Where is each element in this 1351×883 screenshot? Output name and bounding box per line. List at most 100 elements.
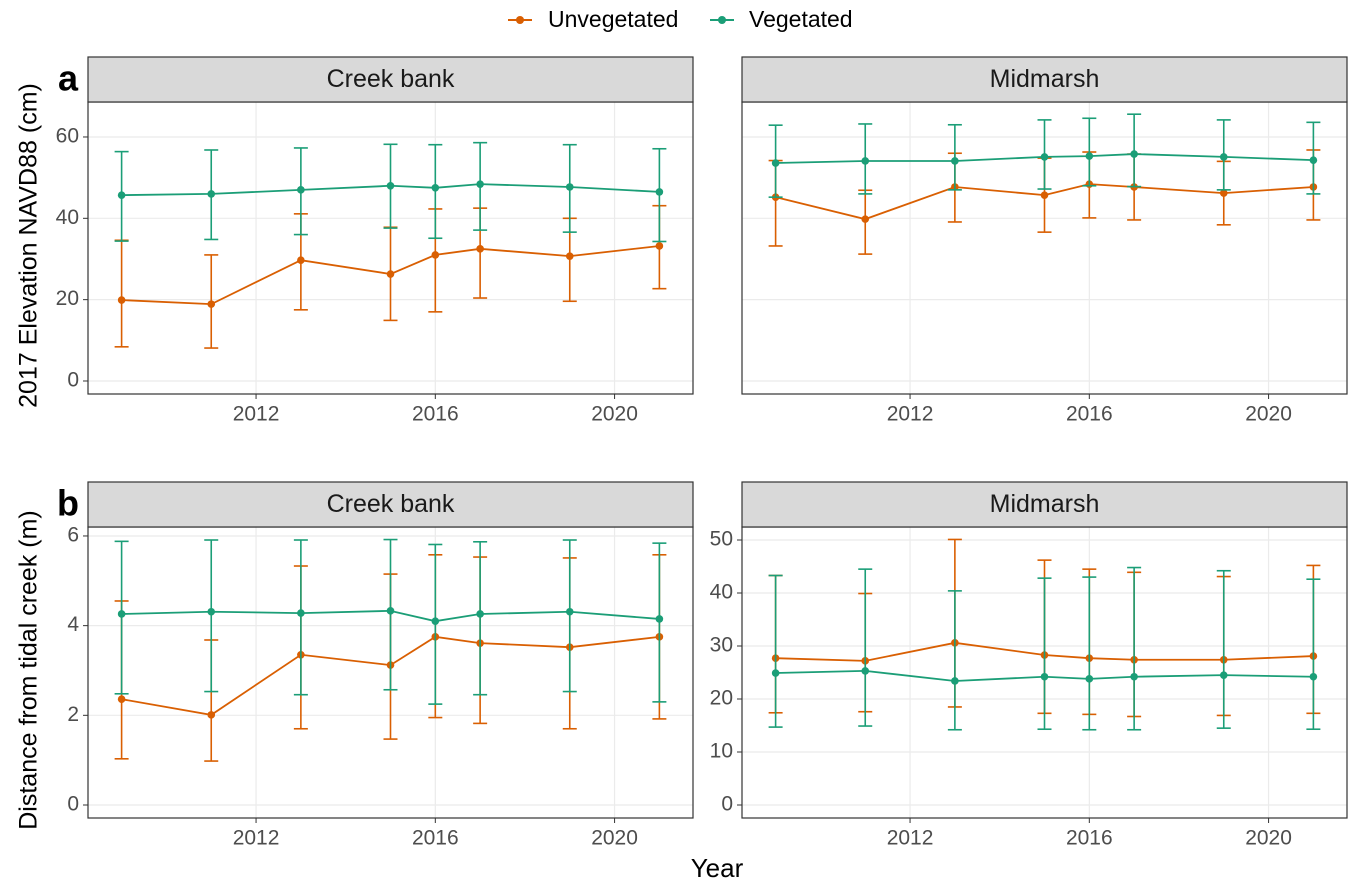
point — [297, 609, 305, 617]
point — [861, 157, 870, 165]
x-tick-label: 2016 — [412, 827, 459, 850]
x-tick-label: 2012 — [233, 827, 280, 850]
x-tick-label: 2016 — [412, 403, 459, 426]
error-bar — [1216, 569, 1231, 729]
point — [476, 180, 484, 188]
panel-title: Creek bank — [327, 490, 455, 518]
y-tick-label: 0 — [67, 793, 79, 816]
y-tick-label: 6 — [67, 524, 79, 547]
y-tick-label: 40 — [56, 206, 79, 229]
point — [207, 711, 216, 719]
x-tick-label: 2020 — [1245, 827, 1292, 850]
error-bar — [383, 538, 398, 691]
point — [117, 610, 126, 618]
point — [386, 270, 395, 278]
point — [207, 190, 216, 198]
point — [476, 245, 484, 253]
series-line — [775, 641, 1314, 662]
y-tick-label: 2 — [67, 703, 79, 726]
point — [1130, 672, 1138, 681]
point — [207, 300, 216, 308]
error-bar — [473, 540, 488, 696]
point — [1085, 675, 1094, 683]
x-tick-label: 2012 — [887, 827, 934, 850]
x-tick-label: 2020 — [591, 827, 638, 850]
error-bar — [293, 539, 308, 696]
error-bar — [1082, 576, 1097, 731]
error-bar — [1127, 566, 1142, 731]
error-bar — [1082, 117, 1097, 187]
panel-title: Creek bank — [327, 65, 455, 93]
point — [297, 186, 305, 194]
point — [1040, 672, 1049, 681]
panel-title: Midmarsh — [990, 65, 1100, 93]
point — [1309, 672, 1318, 681]
panel-label: a — [58, 58, 79, 99]
y-tick-label: 20 — [56, 287, 79, 310]
panel-label: b — [57, 483, 79, 524]
point — [951, 157, 959, 165]
point — [1219, 671, 1228, 679]
y-axis-label: Distance from tidal creek (m) — [15, 510, 43, 830]
x-tick-label: 2020 — [1245, 403, 1292, 426]
point — [565, 607, 574, 616]
point — [861, 215, 870, 223]
point — [1309, 156, 1318, 164]
point — [1219, 189, 1228, 197]
point — [1040, 191, 1049, 199]
point — [117, 191, 126, 199]
point — [655, 242, 664, 250]
series-line — [121, 609, 660, 623]
y-tick-label: 60 — [56, 125, 79, 148]
y-axis-label: 2017 Elevation NAVD88 (cm) — [15, 83, 43, 408]
point — [1040, 153, 1049, 161]
point — [771, 159, 780, 167]
y-tick-label: 30 — [710, 634, 733, 657]
point — [386, 181, 395, 190]
point — [297, 256, 305, 265]
x-tick-label: 2012 — [233, 403, 280, 426]
point — [1130, 150, 1138, 158]
series-line — [121, 245, 660, 306]
legend-label: Vegetated — [749, 6, 853, 32]
point — [431, 251, 440, 259]
point — [951, 677, 959, 685]
series-line — [775, 153, 1314, 164]
x-tick-label: 2016 — [1066, 827, 1113, 850]
point — [565, 252, 574, 260]
y-tick-label: 0 — [721, 793, 733, 816]
point — [1085, 152, 1094, 160]
error-bar — [1306, 578, 1321, 731]
strip — [87, 56, 694, 103]
y-tick-label: 10 — [710, 740, 733, 763]
strip — [741, 481, 1348, 528]
point — [117, 695, 126, 703]
error-bar — [768, 574, 783, 728]
legend-label: Unvegetated — [548, 6, 678, 32]
panel-title: Midmarsh — [990, 490, 1100, 518]
error-bar — [204, 539, 219, 693]
point — [431, 184, 440, 192]
series-line — [121, 183, 660, 197]
point — [655, 615, 664, 623]
error-bar — [947, 590, 962, 731]
point — [1219, 153, 1228, 161]
legend-dot — [516, 16, 524, 24]
point — [655, 188, 664, 196]
point — [431, 617, 440, 625]
point — [861, 667, 870, 675]
series-line — [775, 670, 1314, 682]
point — [565, 183, 574, 191]
error-bar — [858, 568, 873, 727]
y-tick-label: 50 — [710, 528, 733, 551]
x-tick-label: 2016 — [1066, 403, 1113, 426]
point — [771, 669, 780, 677]
y-tick-label: 4 — [67, 613, 79, 636]
point — [207, 607, 216, 616]
point — [386, 607, 395, 615]
point — [476, 610, 484, 618]
error-bar — [1037, 577, 1052, 731]
strip — [87, 481, 694, 528]
y-tick-label: 40 — [710, 581, 733, 604]
